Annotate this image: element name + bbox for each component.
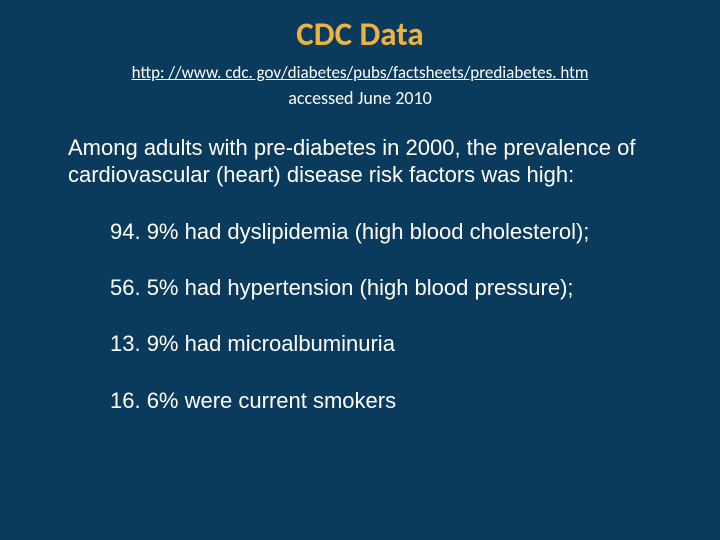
bullet-list: 94. 9% had dyslipidemia (high blood chol… <box>0 219 720 415</box>
bullet-item: 94. 9% had dyslipidemia (high blood chol… <box>110 219 660 245</box>
source-url-link[interactable]: http: //www. cdc. gov/diabetes/pubs/fact… <box>0 62 720 83</box>
bullet-item: 16. 6% were current smokers <box>110 388 660 414</box>
intro-paragraph: Among adults with pre-diabetes in 2000, … <box>0 135 720 189</box>
accessed-date: accessed June 2010 <box>0 87 720 109</box>
slide-container: CDC Data http: //www. cdc. gov/diabetes/… <box>0 0 720 540</box>
bullet-item: 13. 9% had microalbuminuria <box>110 331 660 357</box>
slide-title: CDC Data <box>0 14 720 54</box>
bullet-item: 56. 5% had hypertension (high blood pres… <box>110 275 660 301</box>
